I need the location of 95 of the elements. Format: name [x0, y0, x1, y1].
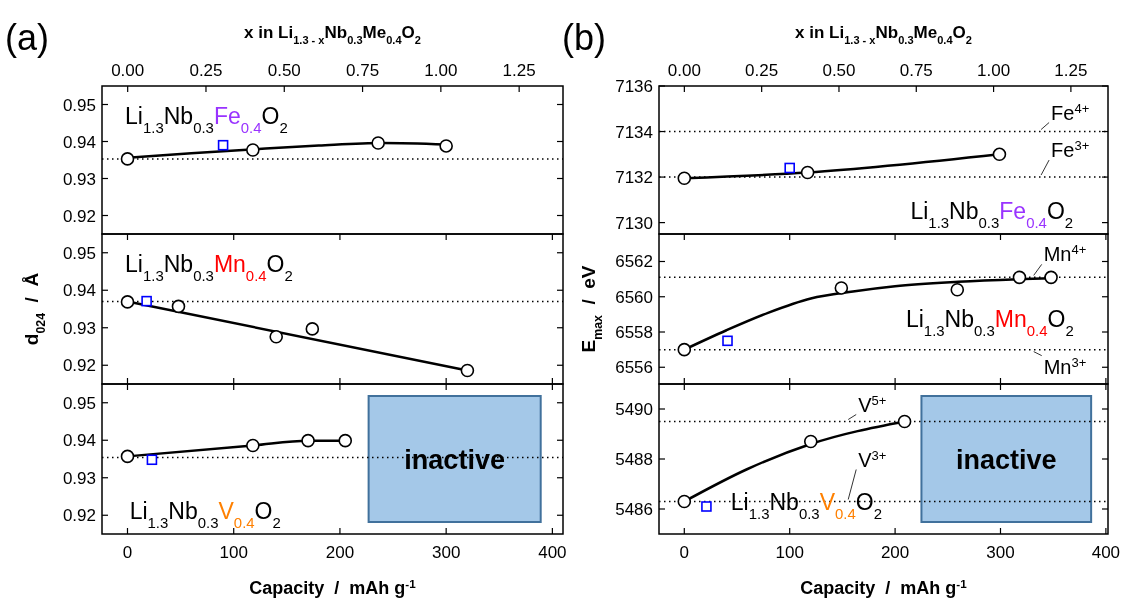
x2-tick-label: 0.50	[267, 61, 301, 80]
x-tick-label: 200	[325, 543, 355, 562]
y-tick-label: 7132	[615, 168, 653, 188]
y-tick-label: 0.95	[62, 393, 96, 413]
x2-tick-label: 0.75	[899, 61, 933, 80]
annotation: Li$_{1.3}$Nb$_{0.3}$Fe$_{0.4}$O$_{2}$	[125, 103, 288, 136]
x2-tick-label: 1.25	[502, 61, 536, 80]
y-tick-label: 0.93	[62, 468, 96, 488]
text: (a)	[5, 17, 49, 58]
annotation: V$^{5+}$	[858, 392, 887, 416]
point	[305, 322, 320, 336]
point	[246, 438, 260, 453]
y-tick-label: 0.93	[62, 169, 96, 189]
x2-tick-label: 1.00	[977, 61, 1011, 80]
y-tick-label: 7130	[615, 213, 653, 233]
point	[371, 136, 385, 150]
point	[677, 494, 692, 509]
x-tick-label: 400	[1091, 543, 1121, 562]
x-axis-title: Capacity / mAh g$^{-1}$	[800, 576, 968, 598]
x-tick-label: 400	[538, 543, 567, 562]
point	[120, 449, 135, 464]
y-tick-label: 6562	[615, 252, 653, 272]
y-tick-label: 0.95	[62, 95, 96, 115]
x-tick-label: 0	[679, 543, 690, 562]
point	[800, 165, 815, 180]
y-tick-label: 5486	[615, 500, 653, 519]
point	[439, 139, 453, 153]
point	[120, 152, 135, 166]
point	[141, 295, 152, 307]
annotation: Fe$^{4+}$	[1051, 100, 1090, 124]
annotation: Li$_{1.3}$Nb$_{0.3}$V$_{0.4}$O$_{2}$	[129, 498, 281, 531]
annotation: Fe$^{3+}$	[1051, 137, 1090, 162]
x2-axis-title: x in Li$_{1.3 - x}$Nb$_{0.3}$Me$_{0.4}$O$_{2}$	[244, 23, 421, 46]
point	[146, 454, 158, 466]
point	[677, 171, 692, 186]
annotation: Mn$^{4+}$	[1043, 241, 1087, 266]
point	[897, 414, 912, 429]
y-tick-label: 6560	[615, 287, 653, 307]
x-tick-label: 300	[986, 543, 1015, 562]
point	[784, 162, 795, 174]
x-axis-title: Capacity / mAh g$^{-1}$	[249, 576, 417, 598]
x2-tick-label: 1.25	[1054, 61, 1088, 80]
y-tick-label: 7136	[615, 77, 653, 96]
y-tick-label: 0.94	[62, 431, 96, 451]
y-tick-label: 5490	[615, 400, 653, 419]
point	[338, 433, 353, 448]
x-tick-label: 0	[122, 543, 133, 562]
point	[677, 342, 692, 357]
point	[834, 281, 849, 295]
annotation: Li$_{1.3}$Nb$_{0.3}$Mn$_{0.4}$O$_{2}$	[905, 306, 1074, 339]
point	[171, 299, 186, 314]
y-tick-label: 0.92	[62, 356, 96, 376]
y-tick-label: 7134	[615, 122, 653, 142]
text: (b)	[562, 17, 606, 58]
x2-tick-label: 0.00	[111, 61, 145, 80]
point	[460, 363, 475, 378]
point	[246, 143, 260, 157]
y-tick-label: 6558	[615, 323, 653, 342]
annotation: Li$_{1.3}$Nb$_{0.3}$Mn$_{0.4}$O$_{2}$	[125, 250, 293, 283]
y-tick-label: 0.94	[62, 132, 96, 152]
annotation: Li$_{1.3}$Nb$_{0.3}$V$_{0.4}$O$_{2}$	[730, 489, 882, 522]
point	[803, 434, 818, 449]
y-tick-label: 5488	[615, 450, 653, 469]
band-label: inactive	[956, 445, 1057, 475]
y-tick-label: 0.93	[62, 318, 96, 338]
point	[301, 433, 315, 448]
x2-tick-label: 0.25	[189, 61, 223, 80]
point	[217, 139, 229, 151]
x-tick-label: 300	[431, 543, 461, 562]
x2-tick-label: 0.50	[822, 61, 856, 80]
point	[269, 329, 283, 344]
x2-tick-label: 0.75	[346, 61, 380, 80]
y-tick-label: 6556	[615, 358, 653, 378]
annotation: Li$_{1.3}$Nb$_{0.3}$Fe$_{0.4}$O$_{2}$	[910, 198, 1074, 231]
point	[120, 295, 135, 309]
x-tick-label: 200	[880, 543, 910, 562]
point	[1044, 270, 1058, 285]
y-tick-label: 0.92	[62, 506, 96, 526]
x2-tick-label: 0.00	[667, 61, 701, 80]
y-tick-label: 0.94	[62, 281, 96, 301]
point	[950, 282, 965, 297]
y-tick-label: 0.95	[62, 243, 96, 263]
annotation: Mn$^{3+}$	[1043, 354, 1087, 378]
y-tick-label: 0.92	[62, 206, 96, 226]
x-tick-label: 100	[775, 543, 804, 562]
band-label: inactive	[404, 445, 505, 475]
point	[992, 147, 1007, 162]
point	[1012, 270, 1027, 285]
point	[722, 335, 733, 347]
x2-tick-label: 0.25	[745, 61, 779, 80]
x2-axis-title: x in Li$_{1.3 - x}$Nb$_{0.3}$Me$_{0.4}$O$_{2}$	[795, 23, 972, 46]
point	[701, 501, 712, 512]
x2-tick-label: 1.00	[424, 61, 458, 80]
annotation: V$^{3+}$	[858, 447, 887, 471]
x-tick-label: 100	[219, 543, 248, 562]
